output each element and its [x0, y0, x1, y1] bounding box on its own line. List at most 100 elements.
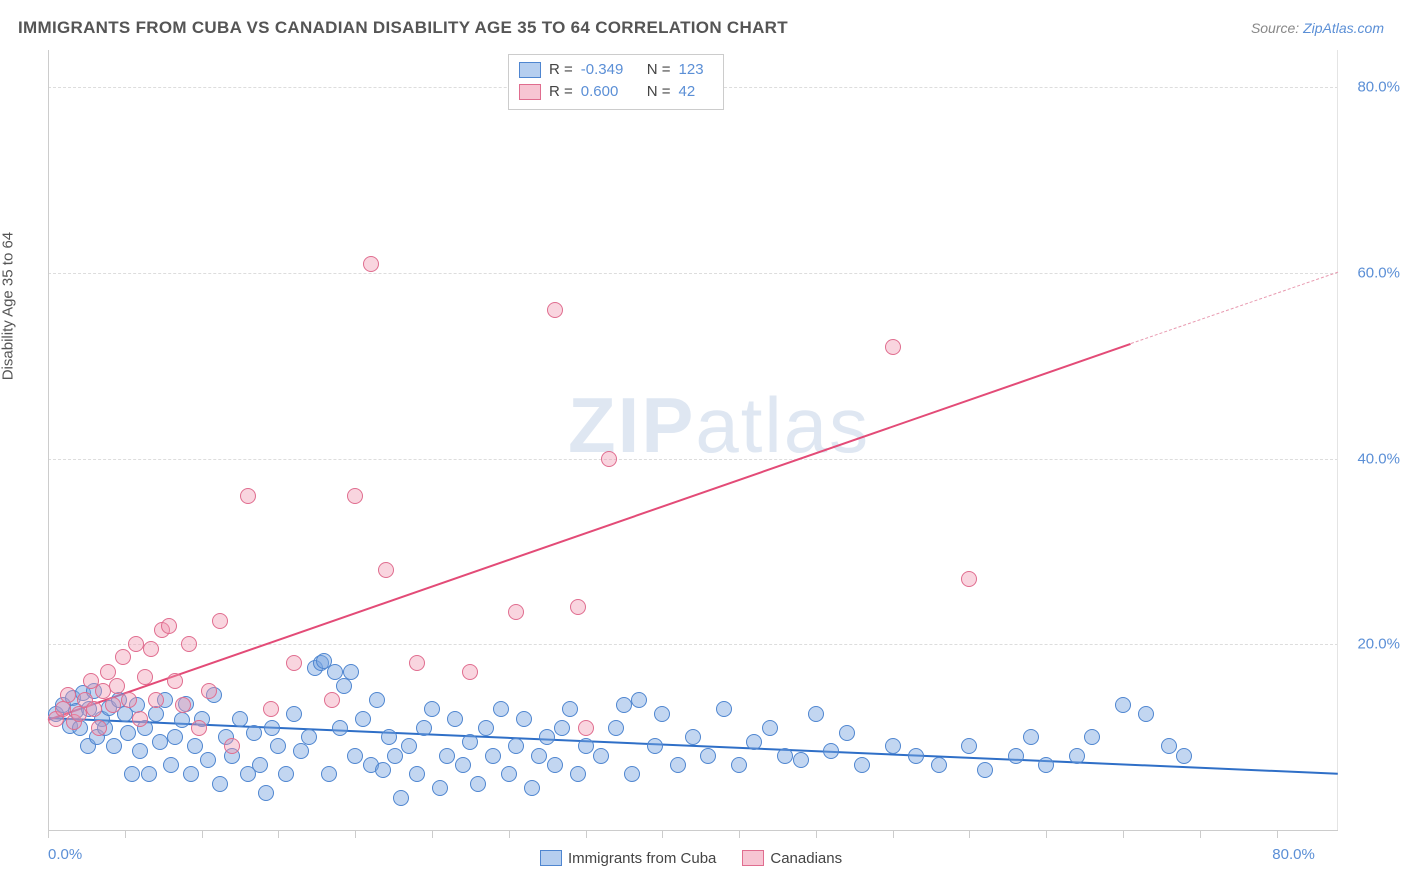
data-point: [885, 738, 901, 754]
gridline: [48, 644, 1338, 645]
x-tick: [355, 830, 356, 838]
data-point: [124, 766, 140, 782]
data-point: [578, 738, 594, 754]
data-point: [258, 785, 274, 801]
data-point: [931, 757, 947, 773]
x-tick: [432, 830, 433, 838]
data-point: [167, 729, 183, 745]
data-point: [120, 725, 136, 741]
data-point: [121, 692, 137, 708]
data-point: [91, 720, 107, 736]
data-point: [286, 706, 302, 722]
data-point: [547, 757, 563, 773]
data-point: [823, 743, 839, 759]
x-axis-line: [48, 830, 1338, 831]
data-point: [141, 766, 157, 782]
trend-line-ext-1: [1131, 271, 1339, 343]
data-point: [246, 725, 262, 741]
right-border: [1337, 50, 1338, 830]
data-point: [278, 766, 294, 782]
data-point: [1115, 697, 1131, 713]
data-point: [570, 766, 586, 782]
data-point: [286, 655, 302, 671]
data-point: [547, 302, 563, 318]
data-point: [654, 706, 670, 722]
data-point: [355, 711, 371, 727]
legend-swatch: [519, 84, 541, 100]
r-value: -0.349: [581, 59, 639, 81]
x-tick: [278, 830, 279, 838]
data-point: [885, 339, 901, 355]
data-point: [183, 766, 199, 782]
source-credit: Source: ZipAtlas.com: [1251, 20, 1384, 36]
data-point: [212, 613, 228, 629]
legend-row: R =0.600N =42: [519, 81, 713, 103]
data-point: [240, 488, 256, 504]
data-point: [731, 757, 747, 773]
data-point: [485, 748, 501, 764]
data-point: [252, 757, 268, 773]
legend-row: R =-0.349N =123: [519, 59, 713, 81]
data-point: [347, 488, 363, 504]
data-point: [670, 757, 686, 773]
data-point: [746, 734, 762, 750]
data-point: [167, 673, 183, 689]
data-point: [200, 752, 216, 768]
data-point: [109, 678, 125, 694]
data-point: [762, 720, 778, 736]
data-point: [401, 738, 417, 754]
data-point: [516, 711, 532, 727]
n-value: 123: [679, 59, 713, 81]
data-point: [416, 720, 432, 736]
data-point: [132, 711, 148, 727]
data-point: [409, 766, 425, 782]
legend-label: Canadians: [770, 850, 842, 867]
x-origin-label: 0.0%: [48, 846, 82, 863]
x-tick: [202, 830, 203, 838]
x-tick: [125, 830, 126, 838]
data-point: [191, 720, 207, 736]
data-point: [375, 762, 391, 778]
data-point: [961, 571, 977, 587]
data-point: [115, 649, 131, 665]
legend-item: Canadians: [742, 850, 842, 867]
data-point: [409, 655, 425, 671]
data-point: [264, 720, 280, 736]
x-end-label: 80.0%: [1272, 846, 1315, 863]
data-point: [152, 734, 168, 750]
data-point: [270, 738, 286, 754]
r-label: R =: [549, 81, 573, 103]
data-point: [1138, 706, 1154, 722]
data-point: [347, 748, 363, 764]
n-label: N =: [647, 81, 671, 103]
data-point: [369, 692, 385, 708]
data-point: [439, 748, 455, 764]
chart-title: IMMIGRANTS FROM CUBA VS CANADIAN DISABIL…: [18, 18, 788, 38]
trend-line-1: [48, 343, 1131, 721]
data-point: [616, 697, 632, 713]
data-point: [381, 729, 397, 745]
source-prefix: Source:: [1251, 20, 1303, 36]
legend-label: Immigrants from Cuba: [568, 850, 716, 867]
data-point: [554, 720, 570, 736]
correlation-legend: R =-0.349N =123R =0.600N =42: [508, 54, 724, 110]
data-point: [393, 790, 409, 806]
data-point: [174, 712, 190, 728]
y-tick-label: 40.0%: [1357, 450, 1400, 467]
x-tick: [586, 830, 587, 838]
source-link[interactable]: ZipAtlas.com: [1303, 20, 1384, 36]
data-point: [175, 697, 191, 713]
data-point: [608, 720, 624, 736]
y-axis-label: Disability Age 35 to 64: [0, 232, 17, 380]
x-tick: [1046, 830, 1047, 838]
data-point: [324, 692, 340, 708]
data-point: [1008, 748, 1024, 764]
data-point: [854, 757, 870, 773]
data-point: [293, 743, 309, 759]
y-tick-label: 20.0%: [1357, 636, 1400, 653]
gridline: [48, 459, 1338, 460]
x-tick: [739, 830, 740, 838]
x-tick: [969, 830, 970, 838]
data-point: [161, 618, 177, 634]
data-point: [455, 757, 471, 773]
